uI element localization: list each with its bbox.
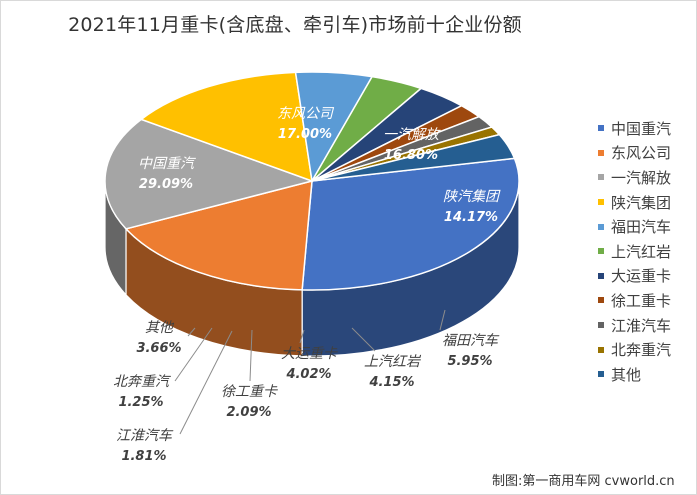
slice-label-大运重卡: 大运重卡 — [281, 346, 338, 362]
leader-line-江淮汽车 — [179, 330, 233, 435]
slice-value-其他: 3.66% — [136, 341, 181, 356]
legend-item-其他: 其他 — [598, 362, 671, 387]
pie-slice-东风公司 — [124, 180, 313, 291]
legend-swatch — [598, 322, 604, 329]
legend-item-江淮汽车: 江淮汽车 — [598, 313, 671, 338]
legend-swatch — [598, 371, 604, 378]
slice-value-中国重汽: 29.09% — [139, 177, 193, 192]
chart-legend: 中国重汽东风公司一汽解放陕汽集团福田汽车上汽红岩大运重卡徐工重卡江淮汽车北奔重汽… — [598, 116, 671, 387]
legend-item-陕汽集团: 陕汽集团 — [598, 190, 671, 215]
legend-swatch — [598, 223, 604, 230]
legend-swatch — [598, 272, 604, 279]
legend-swatch — [598, 346, 604, 353]
legend-item-北奔重汽: 北奔重汽 — [598, 337, 671, 362]
legend-label: 上汽红岩 — [611, 242, 672, 261]
leader-line-福田汽车 — [439, 309, 446, 331]
slice-value-北奔重汽: 1.25% — [118, 395, 163, 410]
slice-label-其他: 其他 — [145, 320, 175, 336]
legend-swatch — [598, 199, 604, 206]
legend-item-大运重卡: 大运重卡 — [598, 264, 671, 289]
slice-label-中国重汽: 中国重汽 — [138, 156, 196, 172]
leader-line-北奔重汽 — [174, 327, 213, 382]
legend-label: 中国重汽 — [611, 119, 672, 138]
pie-slice-中国重汽 — [301, 157, 520, 291]
pie-labels: 中国重汽 29.09% 东风公司 17.00% 一汽解放 16.80% 陕汽集团 14.17%… — [113, 106, 501, 464]
legend-label: 一汽解放 — [611, 168, 672, 187]
slice-label-陕汽集团: 陕汽集团 — [443, 189, 501, 205]
slice-value-福田汽车: 5.95% — [447, 354, 492, 369]
slice-label-江淮汽车: 江淮汽车 — [116, 428, 174, 444]
legend-swatch — [598, 149, 604, 156]
legend-label: 其他 — [611, 365, 642, 384]
legend-item-上汽红岩: 上汽红岩 — [598, 239, 671, 264]
legend-label: 东风公司 — [611, 144, 672, 163]
legend-swatch — [598, 174, 604, 181]
pie-slice-一汽解放 — [104, 118, 315, 230]
legend-label: 徐工重卡 — [611, 291, 672, 310]
slice-label-上汽红岩: 上汽红岩 — [364, 354, 422, 370]
chart-title: 2021年11月重卡(含底盘、牵引车)市场前十企业份额 — [68, 14, 522, 36]
legend-label: 北奔重汽 — [611, 341, 672, 360]
pie-top-faces — [104, 71, 520, 291]
slice-value-江淮汽车: 1.81% — [121, 449, 166, 464]
legend-item-徐工重卡: 徐工重卡 — [598, 288, 671, 313]
legend-item-福田汽车: 福田汽车 — [598, 214, 671, 239]
slice-label-一汽解放: 一汽解放 — [383, 127, 441, 143]
legend-swatch — [598, 248, 604, 255]
legend-label: 福田汽车 — [611, 218, 672, 237]
slice-label-福田汽车: 福田汽车 — [442, 333, 500, 349]
slice-value-陕汽集团: 14.17% — [444, 210, 498, 225]
leader-line-其他 — [187, 327, 196, 337]
leader-line-上汽红岩 — [351, 327, 376, 352]
slice-label-东风公司: 东风公司 — [277, 106, 335, 122]
legend-label: 大运重卡 — [611, 267, 672, 286]
legend-label: 江淮汽车 — [611, 316, 672, 335]
slice-value-大运重卡: 4.02% — [285, 367, 331, 382]
slice-value-一汽解放: 16.80% — [384, 148, 438, 163]
legend-swatch — [598, 125, 604, 132]
slice-label-徐工重卡: 徐工重卡 — [221, 384, 278, 400]
legend-label: 陕汽集团 — [611, 193, 672, 212]
leader-line-大运重卡 — [299, 329, 305, 344]
slice-value-东风公司: 17.00% — [278, 127, 332, 142]
legend-swatch — [598, 297, 604, 304]
pie-slice-其他 — [311, 133, 516, 182]
slice-value-上汽红岩: 4.15% — [368, 375, 414, 390]
source-credit: 制图:第一商用车网 cvworld.cn — [492, 474, 675, 489]
leader-line-徐工重卡 — [249, 329, 253, 382]
legend-item-东风公司: 东风公司 — [598, 141, 671, 166]
legend-item-一汽解放: 一汽解放 — [598, 165, 671, 190]
slice-label-北奔重汽: 北奔重汽 — [113, 374, 171, 390]
slice-value-徐工重卡: 2.09% — [226, 405, 271, 420]
legend-item-中国重汽: 中国重汽 — [598, 116, 671, 141]
pie-slice-陕汽集团 — [139, 71, 313, 183]
